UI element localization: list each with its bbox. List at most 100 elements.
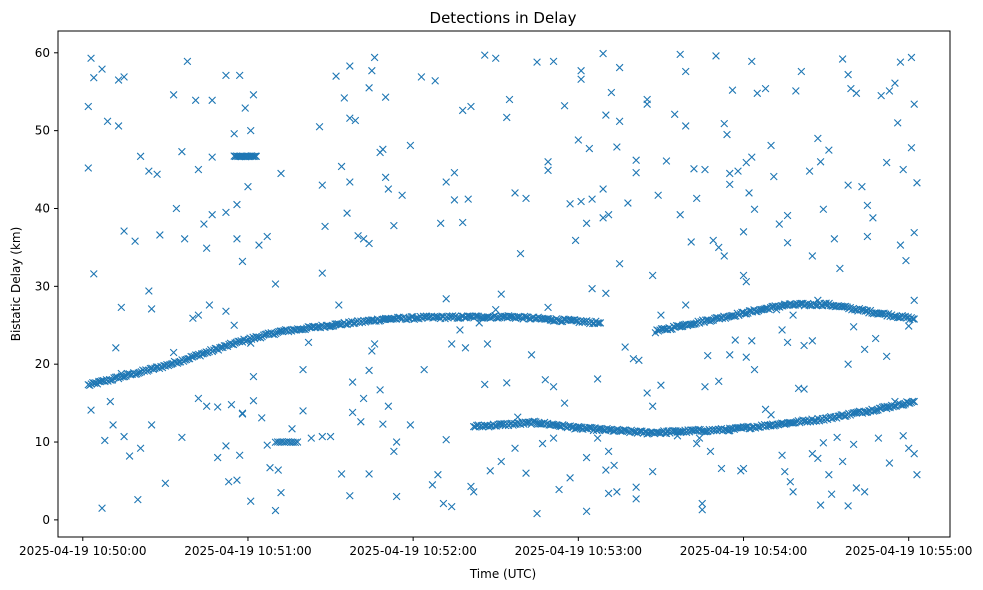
data-point: [621, 343, 629, 351]
data-point: [471, 312, 480, 320]
data-point: [909, 397, 917, 406]
data-point: [191, 351, 200, 359]
data-point: [335, 320, 344, 329]
data-point: [428, 481, 437, 489]
data-point: [676, 50, 684, 59]
data-point: [147, 305, 156, 313]
data-point: [98, 65, 106, 73]
data-point: [698, 499, 707, 508]
data-point: [134, 495, 142, 504]
data-point: [541, 375, 550, 384]
data-point: [574, 422, 583, 431]
data-point: [654, 191, 662, 200]
data-point: [632, 483, 640, 491]
data-point: [105, 375, 114, 384]
data-point: [792, 87, 800, 95]
data-point: [809, 417, 818, 426]
data-point: [604, 425, 613, 434]
data-point: [808, 337, 817, 345]
data-point: [910, 228, 918, 237]
data-point: [910, 100, 918, 108]
data-point: [370, 340, 379, 348]
data-point: [781, 467, 789, 476]
data-point: [417, 73, 426, 81]
data-point: [235, 71, 244, 80]
data-point: [376, 386, 384, 394]
data-point: [690, 164, 698, 173]
data-point: [739, 464, 748, 473]
data-point: [230, 129, 238, 138]
data-point: [87, 406, 95, 414]
data-point: [891, 397, 899, 406]
data-point: [498, 312, 507, 321]
data-point: [612, 426, 620, 434]
data-point: [585, 144, 594, 153]
x-tick-label: 2025-04-19 10:54:00: [680, 544, 807, 558]
data-point: [368, 347, 376, 355]
data-point: [904, 399, 913, 407]
data-point: [480, 380, 489, 389]
data-point: [89, 378, 97, 387]
data-point: [896, 58, 905, 66]
data-point: [613, 143, 621, 151]
data-point: [882, 352, 891, 361]
data-point: [750, 365, 759, 374]
data-point: [436, 219, 445, 228]
data-point: [595, 424, 604, 433]
data-point: [860, 345, 869, 354]
data-point: [522, 469, 530, 477]
data-point: [577, 75, 585, 84]
data-point: [698, 505, 707, 514]
data-point: [313, 323, 322, 331]
data-point: [632, 168, 640, 177]
data-point: [450, 168, 459, 177]
data-point: [742, 277, 751, 286]
data-point: [904, 322, 913, 330]
data-point: [332, 72, 340, 80]
data-point: [826, 301, 835, 310]
data-point: [357, 417, 365, 426]
data-point: [439, 499, 448, 508]
data-point: [442, 295, 450, 303]
data-point: [450, 196, 459, 204]
data-point: [365, 239, 373, 248]
data-point: [202, 402, 211, 411]
data-point: [112, 344, 120, 352]
y-tick-label: 10: [35, 435, 50, 449]
data-point: [246, 497, 255, 505]
data-point: [849, 409, 858, 417]
data-point: [114, 122, 123, 130]
data-point: [337, 162, 346, 171]
data-point: [238, 257, 247, 266]
data-point: [453, 314, 461, 322]
data-point: [604, 489, 613, 498]
data-point: [200, 220, 208, 228]
data-point: [613, 488, 621, 496]
data-point: [775, 220, 784, 228]
data-point: [610, 461, 618, 470]
data-point: [844, 502, 852, 510]
data-point: [90, 270, 98, 278]
data-point: [497, 457, 506, 466]
data-point: [90, 379, 99, 387]
data-point: [337, 470, 346, 478]
data-point: [805, 167, 814, 175]
data-point: [249, 91, 258, 99]
data-point: [233, 235, 241, 243]
data-point: [263, 441, 272, 449]
data-point: [852, 484, 861, 492]
data-point: [491, 305, 500, 314]
data-point: [354, 231, 362, 240]
data-point: [213, 453, 222, 462]
data-point: [445, 312, 454, 321]
data-point: [277, 488, 285, 497]
data-point: [662, 429, 671, 438]
data-point: [511, 189, 519, 197]
data-point: [191, 96, 200, 105]
data-point: [230, 321, 238, 330]
x-axis: 2025-04-19 10:50:00 2025-04-19 10:51:00 20…: [19, 537, 972, 558]
data-point: [701, 316, 710, 324]
data-point: [156, 231, 164, 239]
data-point: [326, 322, 335, 331]
